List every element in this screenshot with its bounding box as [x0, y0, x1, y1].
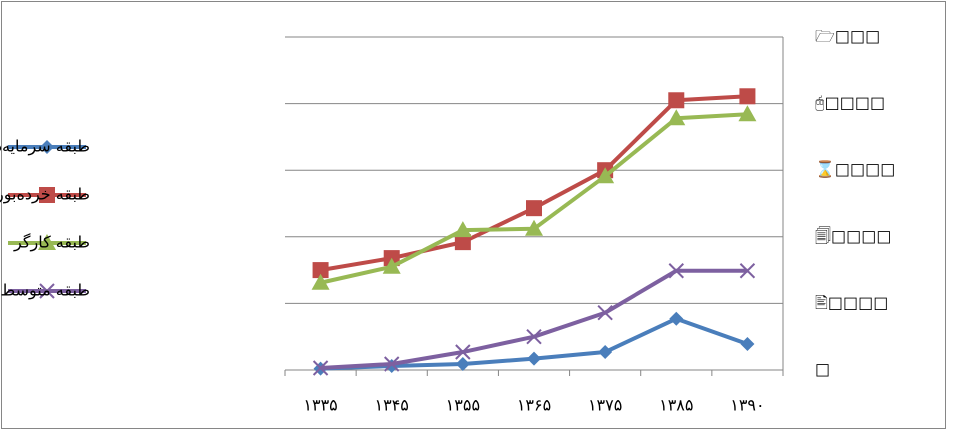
point [312, 360, 329, 376]
legend-marker [40, 140, 54, 154]
legend-label: طبقه متوسط [0, 281, 90, 301]
legend-label: طبقه کارگر [13, 233, 90, 253]
point [455, 344, 471, 360]
x-tick-label: ۱۳۳۵ [303, 396, 337, 415]
legend-marker [38, 234, 56, 250]
point [669, 311, 684, 326]
point [739, 88, 756, 105]
x-tick-label: ۱۳۴۵ [375, 396, 409, 415]
y-tick-label: 🗐□□□□ [815, 226, 891, 245]
point [312, 262, 329, 279]
point [739, 263, 756, 279]
y-tick-label: 🖰□□□□ [815, 93, 885, 112]
point [667, 109, 686, 126]
point [738, 105, 757, 122]
x-tick-label: ۱۳۷۵ [588, 396, 622, 415]
x-tick-label: ۱۳۵۵ [446, 396, 480, 415]
y-tick-label: 🖹□□□□ [815, 293, 888, 312]
legend-marker [39, 187, 55, 203]
point [454, 234, 471, 251]
point [526, 328, 542, 345]
point [455, 357, 470, 372]
point [740, 337, 755, 352]
legend-label: طبقه خرده‌بورژوا [0, 185, 90, 205]
point [668, 92, 685, 109]
point [598, 345, 613, 360]
point [526, 200, 542, 217]
legend-label: طبقه سرمایه‌دار [0, 137, 90, 157]
legend-marker [39, 283, 55, 299]
x-tick-label: ۱۳۶۵ [517, 396, 551, 415]
y-tick-label: 🗁□□□ [815, 27, 880, 46]
x-tick-label: ۱۳۹۰ [730, 396, 764, 415]
point [384, 356, 400, 372]
y-tick-label: ⌛□□□□ [815, 160, 895, 179]
point [668, 263, 684, 279]
point [382, 257, 401, 274]
point [525, 219, 543, 236]
point [311, 273, 330, 290]
point [453, 221, 472, 238]
y-tick-label: □ [815, 360, 830, 379]
point [597, 305, 613, 321]
x-tick-label: ۱۳۸۵ [659, 396, 693, 415]
point [596, 167, 615, 184]
point [527, 351, 541, 366]
